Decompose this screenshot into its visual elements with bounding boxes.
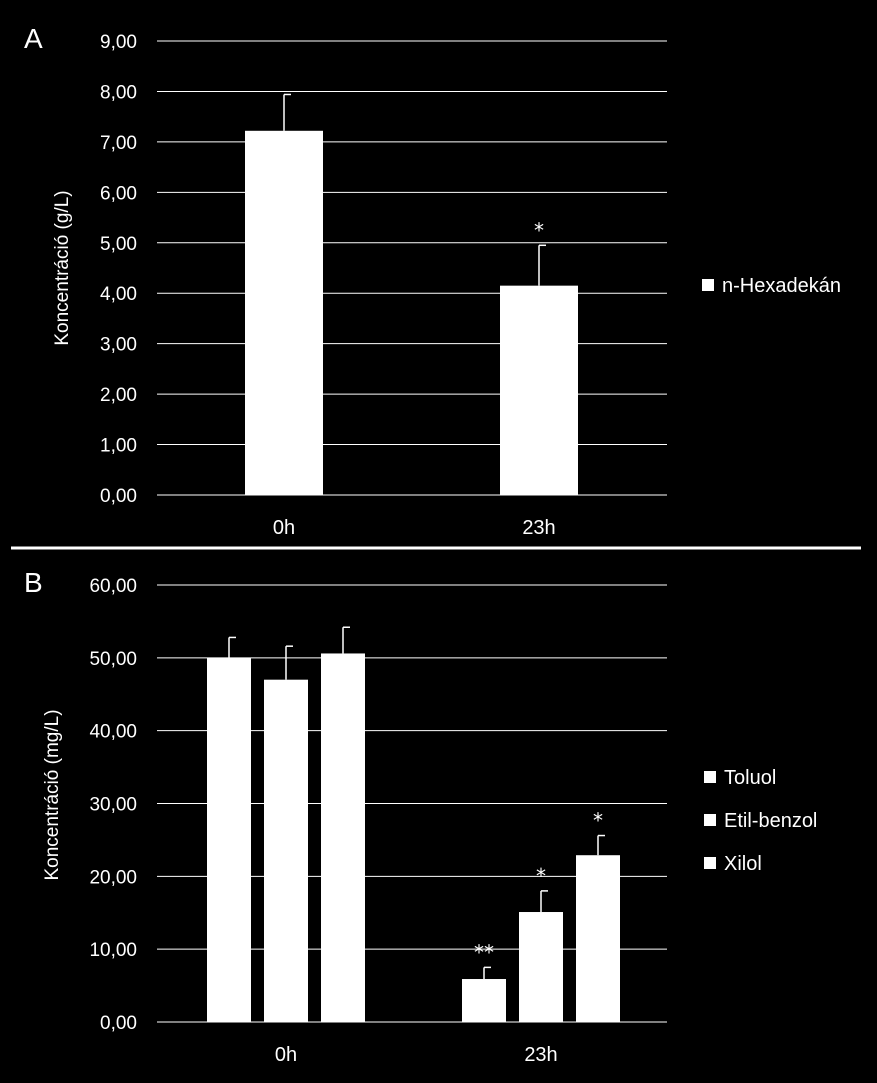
panel-b-legend-swatch <box>704 771 716 783</box>
panel-a-y-tick-label: 3,00 <box>100 335 137 356</box>
panel-a-y-tick-label: 7,00 <box>100 133 137 154</box>
panel-a-y-tick-label: 1,00 <box>100 436 137 457</box>
panel-b-legend-label: Toluol <box>724 767 776 789</box>
panel-b-bars: **** <box>207 626 620 1022</box>
panel-a-y-tick-label: 0,00 <box>100 486 137 507</box>
panel-a-error-bar <box>538 244 546 286</box>
panel-a-legend-label: n-Hexadekán <box>722 275 841 297</box>
panel-b-y-tick-label: 40,00 <box>89 722 137 743</box>
panel-b-y-ticks: 0,00 10,00 20,00 30,00 40,00 50,00 60,00 <box>89 576 137 1034</box>
panel-a-y-tick-label: 6,00 <box>100 183 137 204</box>
panel-b-x-tick-label: 23h <box>524 1044 557 1066</box>
panel-b-y-tick-label: 30,00 <box>89 795 137 816</box>
panel-a-legend-swatch <box>702 279 714 291</box>
panel-b-y-tick-label: 60,00 <box>89 576 137 597</box>
panel-b-y-axis-title: Koncentráció (mg/L) <box>42 709 63 880</box>
panel-a-significance-mark: * <box>534 218 544 242</box>
panel-b-bar <box>207 657 251 1022</box>
panel-b-y-tick-label: 20,00 <box>89 867 137 888</box>
panel-b-x-ticks: 0h 23h <box>275 1044 558 1066</box>
panel-a-label: A <box>24 23 43 54</box>
panel-b-significance-mark: * <box>593 809 603 833</box>
panel-b-error-bar <box>597 834 605 856</box>
panel-a-y-ticks: 0,00 1,00 2,00 3,00 4,00 5,00 6,00 7,00 8,00 9,00 <box>100 32 137 507</box>
panel-a: A 0,00 1,00 2,00 3,00 4,00 5,00 6,00 7,00 8,00 9,… <box>24 23 841 539</box>
panel-b-error-bar <box>228 636 236 658</box>
panel-b-error-bar <box>483 966 491 980</box>
panel-a-y-axis-title: Koncentráció (g/L) <box>52 190 73 345</box>
panel-b-legend: Toluol Etil-benzol Xilol <box>704 767 817 875</box>
panel-b-error-bar <box>540 890 548 913</box>
panel-b-significance-mark: ** <box>474 940 494 964</box>
panel-a-y-tick-label: 8,00 <box>100 82 137 103</box>
panel-a-bars: * <box>245 93 578 495</box>
panel-b-legend-label: Xilol <box>724 853 762 875</box>
panel-a-y-tick-label: 9,00 <box>100 32 137 53</box>
panel-b-error-bar <box>342 626 350 654</box>
panel-a-x-tick-label: 23h <box>522 517 555 539</box>
panel-b-bar <box>519 912 563 1022</box>
panel-b-legend-label: Etil-benzol <box>724 810 817 832</box>
panel-b-legend-swatch <box>704 814 716 826</box>
panel-a-x-tick-label: 0h <box>273 517 295 539</box>
panel-b-error-bar <box>285 645 293 680</box>
panel-b-bar <box>462 979 506 1022</box>
panel-a-y-tick-label: 5,00 <box>100 234 137 255</box>
panel-a-error-bar <box>283 93 291 131</box>
panel-b-x-tick-label: 0h <box>275 1044 297 1066</box>
panel-b-bar <box>264 679 308 1022</box>
panel-a-gridlines <box>157 40 667 496</box>
panel-b-significance-mark: * <box>536 864 546 888</box>
panel-a-y-tick-label: 4,00 <box>100 284 137 305</box>
panel-a-bar <box>500 285 578 495</box>
panel-b-bar <box>576 855 620 1022</box>
panel-b-bar <box>321 653 365 1022</box>
panel-a-bar <box>245 130 323 495</box>
panel-a-legend: n-Hexadekán <box>702 275 841 297</box>
panel-a-y-tick-label: 2,00 <box>100 385 137 406</box>
panel-b-label: B <box>24 567 43 598</box>
panel-a-x-ticks: 0h 23h <box>273 517 556 539</box>
panel-b-y-tick-label: 10,00 <box>89 940 137 961</box>
panel-b-y-tick-label: 50,00 <box>89 649 137 670</box>
panel-b-legend-swatch <box>704 857 716 869</box>
panel-b-y-tick-label: 0,00 <box>100 1013 137 1034</box>
